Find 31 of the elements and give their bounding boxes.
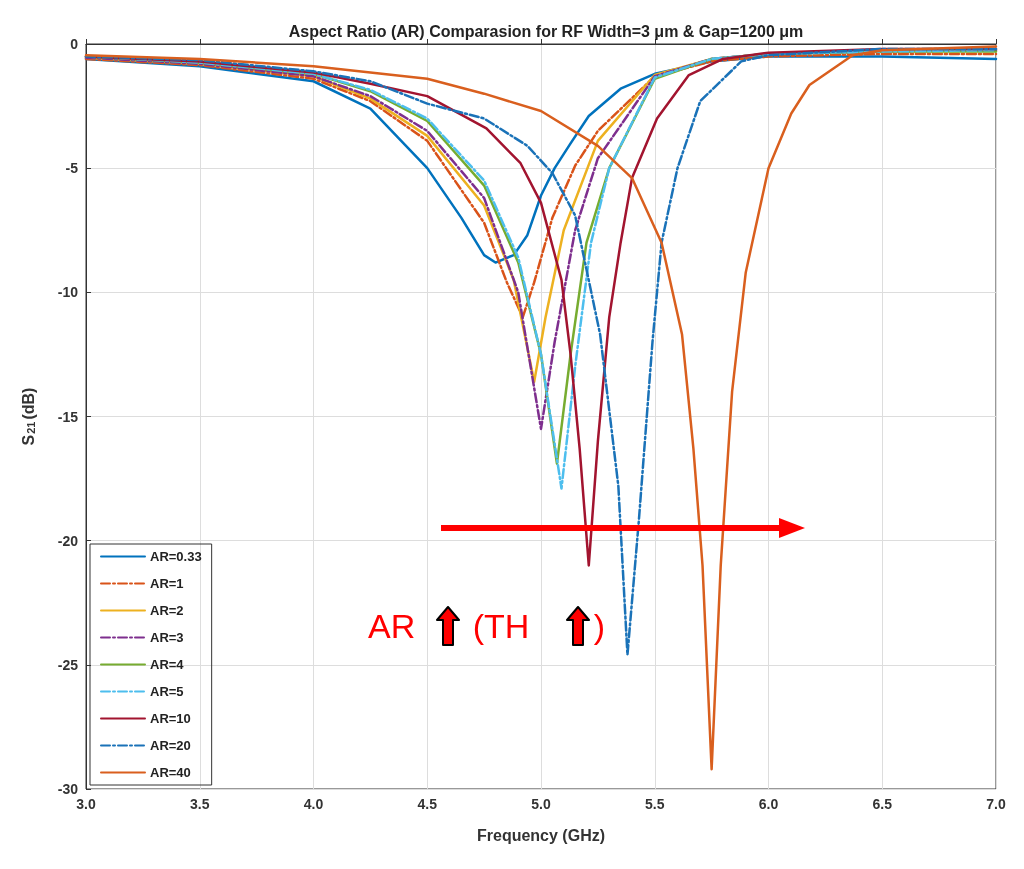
y-tick-label: -10 [57, 284, 79, 301]
x-tick-label: 6.5 [872, 796, 893, 812]
y-tick-label: -30 [57, 781, 79, 797]
legend-label: AR=1 [150, 576, 184, 591]
x-tick-label: 5.0 [531, 796, 551, 812]
x-tick-label: 3.5 [190, 796, 210, 812]
y-tick-label: -15 [57, 408, 79, 425]
annotation: (TH [472, 606, 530, 647]
legend-label: AR=40 [150, 765, 191, 780]
y-tick-label: -20 [57, 532, 79, 549]
legend-label: AR=2 [150, 603, 184, 618]
x-tick-label: 6.0 [758, 796, 779, 812]
legend-label: AR=5 [150, 684, 184, 699]
x-tick-label: 3.0 [76, 796, 96, 812]
annotation: AR [368, 606, 416, 647]
x-tick-label: 4.0 [303, 796, 324, 812]
legend-label: AR=10 [150, 711, 191, 726]
x-tick-label: 5.5 [645, 796, 665, 812]
y-axis-title: S21(dB) [19, 387, 37, 446]
y-tick-label: -25 [57, 656, 79, 673]
y-tick-label: 0 [70, 36, 79, 52]
x-tick-label: 4.5 [417, 796, 438, 812]
legend-label: AR=20 [150, 738, 191, 753]
legend-label: AR=4 [150, 657, 185, 672]
x-axis-title: Frequency (GHz) [476, 826, 606, 844]
legend-label: AR=3 [150, 630, 184, 645]
y-tick-label: -5 [65, 160, 79, 177]
x-tick-label: 7.0 [986, 796, 1006, 812]
legend-label: AR=0.33 [150, 549, 202, 564]
annotation: ) [593, 606, 606, 647]
chart-title: Aspect Ratio (AR) Comparasion for RF Width=3 μm & Gap=1200 μm [288, 22, 804, 40]
